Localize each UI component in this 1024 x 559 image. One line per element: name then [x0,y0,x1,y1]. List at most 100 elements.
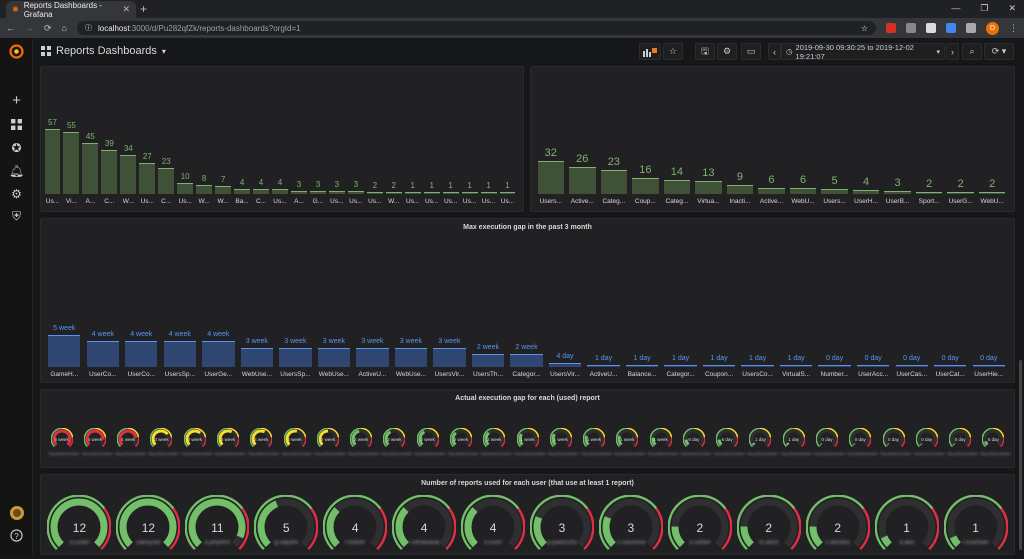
window-close-button[interactable]: ✕ [1008,3,1016,13]
time-shift-forward-button[interactable]: › [946,43,959,60]
gauge-fill [671,526,685,548]
new-tab-button[interactable]: + [140,2,148,16]
back-icon[interactable]: ← [6,23,15,33]
gauge-fill [188,498,246,548]
restore-button[interactable]: ❐ [980,3,989,13]
bar-value-label: 1 day [749,355,767,362]
gauge-threshold [527,428,539,438]
chart-bar [48,335,81,367]
profile-avatar[interactable]: D [986,21,999,35]
gauge-user-name: m.atom [758,540,779,546]
gauge-fill [602,516,616,548]
x-axis-label: Active... [570,198,594,205]
gauge-arc [323,495,388,550]
gauge-threshold [100,507,112,550]
bar-value-label: 4 week [130,331,153,339]
chart-bar [120,155,137,194]
page-title: Reports Dashboards [56,45,157,57]
gauge-threshold [483,428,495,448]
bar-value-label: 34 [123,144,133,154]
gauge-report-name: ReportNameHidden [880,452,912,456]
extension-doc-icon[interactable] [926,23,936,33]
info-icon[interactable]: ⓘ [84,25,92,32]
tab-close-icon[interactable]: ✕ [122,4,130,14]
star-dashboard-button[interactable]: ☆ [663,43,683,60]
panel-usage-bars-right[interactable]: 32 Users... 26 Active... 23 Categ... 16 Coup...… [530,66,1015,212]
gauge-arc [350,428,373,448]
gauge-threshold [227,428,240,438]
user-avatar[interactable] [9,505,24,520]
forward-icon[interactable]: → [25,23,34,33]
chart-bar [972,365,1005,367]
x-axis-label: W... [198,198,210,205]
chart-bar [857,365,890,367]
reload-icon[interactable]: ⟳ [44,22,52,33]
clock-icon: ◷ [786,47,793,56]
gauge-fill [464,507,478,548]
bar-value-label: 4 week [168,331,191,339]
alerting-bell-icon[interactable]: 🔔︎ [8,163,25,178]
extension-red-icon[interactable] [886,23,896,33]
explore-compass-icon[interactable]: ✪ [11,140,22,155]
minimize-button[interactable]: — [951,3,961,13]
gauge-fill [318,429,329,446]
chart-bar [537,161,564,194]
bar-value-label: 1 day [787,355,805,362]
gauge-user-name: f.simanasat [408,540,440,546]
configuration-gear-icon[interactable]: ⚙ [11,186,22,201]
gauge-threshold [634,437,639,448]
time-shift-back-button[interactable]: ‹ [768,43,781,60]
settings-button[interactable]: ⚙ [717,43,737,60]
panel-max-execution-gap[interactable]: Max execution gap in the past 3 month 5 … [40,218,1015,383]
gauge-threshold [993,428,1005,438]
help-icon[interactable]: ? [9,528,24,543]
browser-menu-icon[interactable]: ⋮ [1009,22,1018,33]
panel-reports-per-user[interactable]: Number of reports used for each user (th… [40,474,1015,555]
chart-bar [234,189,251,194]
gauge-report-name: ReportNameHidden [680,452,712,456]
cycle-view-mode-button[interactable]: ▭ [741,43,761,60]
gauge-threshold [583,428,595,448]
gauge-fill [326,507,341,548]
x-axis-label: UserG... [948,198,973,205]
gauge-arc [749,428,772,448]
gauge-fill [384,430,392,446]
gauge-value: 2 week [320,437,335,442]
gauge-value: 11 [211,521,224,535]
add-panel-button[interactable] [639,43,661,60]
zoom-out-button[interactable]: ⌕ [962,43,982,60]
create-plus-icon[interactable]: + [12,92,21,109]
extension-translate-icon[interactable] [946,23,956,33]
gauge-value: 4 [420,521,428,535]
grafana-logo-icon[interactable] [9,44,24,59]
gauge-report-name: ReportNameHidden [481,452,513,456]
dashboards-grid-icon[interactable] [9,117,24,132]
address-bar[interactable]: ⓘ localhost:3000/d/Pu282qfZk/reports-das… [76,21,876,35]
gauge-track [750,429,770,446]
extension-gray-icon[interactable] [906,23,916,33]
extension-screen-icon[interactable] [966,23,976,33]
time-range-picker[interactable]: ◷ 2019-09-30 09:30:25 to 2019-12-02 19:2… [781,43,945,61]
page-scrollbar[interactable] [1019,360,1022,550]
chart-bar [934,365,967,367]
bookmark-star-icon[interactable]: ☆ [860,23,868,33]
gauge-threshold [401,437,406,448]
browser-tab[interactable]: ✺ Reports Dashboards - Grafana ✕ [6,1,136,19]
panel-usage-bars-left[interactable]: 57 Us... 55 Vi... 45 A... 39 C... 34 W... 27 Us... 2… [40,66,524,212]
gauge-arc [449,428,472,448]
panel-actual-execution-gap[interactable]: Actual execution gap for each (used) rep… [40,389,1015,468]
refresh-button[interactable]: ⟳ ▾ [984,43,1014,60]
save-dashboard-button[interactable]: 🖫︎ [695,43,715,60]
dashboard-picker[interactable]: Reports Dashboards ▾ [41,45,166,57]
server-admin-shield-icon[interactable]: ⛨ [11,209,21,223]
x-axis-label: Us... [45,198,60,205]
gauge-track [983,429,1003,446]
gauge-threshold [183,428,195,448]
bar-value-label: 3 [894,176,901,189]
chart-bar [101,149,118,194]
gauge-arc [682,428,705,448]
x-axis-label: Us... [462,198,477,205]
x-axis-label: WebU... [980,198,1004,205]
home-icon[interactable]: ⌂ [61,23,67,33]
x-axis-label: UserHie... [974,371,1004,378]
